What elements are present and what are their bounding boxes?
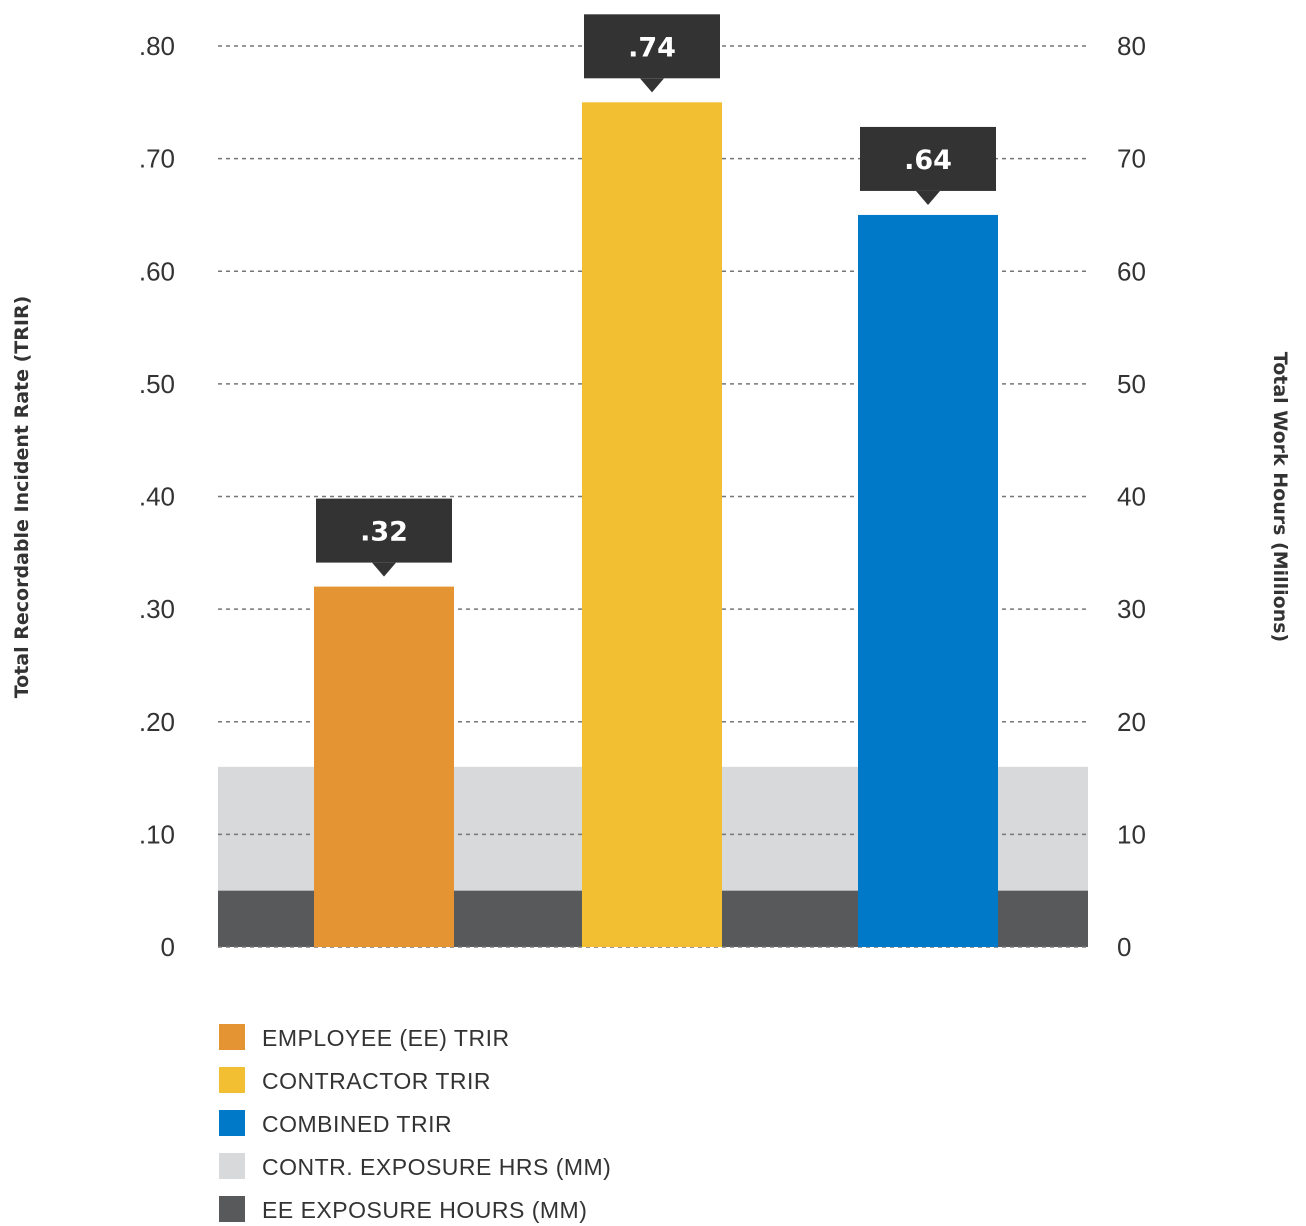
bar — [858, 214, 998, 947]
right-axis-title: Total Work Hours (Millions) — [1269, 352, 1291, 642]
legend-label: EMPLOYEE (EE) TRIR — [262, 1025, 510, 1051]
right-tick-label: 40 — [1117, 482, 1146, 512]
legend: EMPLOYEE (EE) TRIR CONTRACTOR TRIR COMBINE… — [219, 1024, 611, 1223]
legend-item: CONTR. EXPOSURE HRS (MM) — [219, 1153, 611, 1180]
callout-box — [316, 498, 452, 563]
value-callout: .64 — [860, 126, 996, 205]
callout-pointer — [372, 562, 396, 577]
left-tick-label: .50 — [139, 369, 175, 399]
legend-swatch — [219, 1196, 245, 1222]
right-tick-label: 60 — [1117, 256, 1146, 286]
data-label: .74 — [628, 32, 676, 63]
legend-swatch — [219, 1067, 245, 1093]
left-axis-ticks: 0 .10 .20 .30 .40 .50 .60 .70 .80 — [139, 31, 175, 962]
right-tick-label: 70 — [1117, 144, 1146, 174]
right-tick-label: 30 — [1117, 594, 1146, 624]
bar — [314, 586, 454, 947]
left-tick-label: .40 — [139, 482, 175, 512]
legend-label: CONTR. EXPOSURE HRS (MM) — [262, 1154, 611, 1180]
callout-box — [860, 126, 996, 191]
value-callouts: .32 .74 .64 — [316, 14, 996, 577]
left-tick-label: .60 — [139, 256, 175, 286]
bars — [314, 102, 998, 947]
callout-box — [584, 14, 720, 79]
legend-label: EE EXPOSURE HOURS (MM) — [262, 1197, 587, 1223]
callout-pointer — [916, 190, 940, 205]
bar — [582, 102, 722, 947]
value-callout: .32 — [316, 498, 452, 577]
left-tick-label: .20 — [139, 707, 175, 737]
left-tick-label: .10 — [139, 819, 175, 849]
right-tick-label: 0 — [1117, 932, 1131, 962]
value-callout: .74 — [584, 14, 720, 93]
legend-label: COMBINED TRIR — [262, 1111, 452, 1137]
legend-label: CONTRACTOR TRIR — [262, 1068, 491, 1094]
right-tick-label: 20 — [1117, 707, 1146, 737]
left-tick-label: .70 — [139, 144, 175, 174]
left-tick-label: .30 — [139, 594, 175, 624]
left-tick-label: .80 — [139, 31, 175, 61]
data-label: .64 — [904, 145, 952, 176]
right-axis-ticks: 0 10 20 30 40 50 60 70 80 — [1117, 31, 1146, 962]
legend-swatch — [219, 1110, 245, 1136]
right-tick-label: 80 — [1117, 31, 1146, 61]
legend-item: CONTRACTOR TRIR — [219, 1067, 491, 1094]
legend-item: EMPLOYEE (EE) TRIR — [219, 1024, 510, 1051]
right-tick-label: 50 — [1117, 369, 1146, 399]
legend-item: EE EXPOSURE HOURS (MM) — [219, 1196, 587, 1223]
left-axis-title: Total Recordable Incident Rate (TRIR) — [11, 296, 33, 699]
right-tick-label: 10 — [1117, 819, 1146, 849]
left-tick-label: 0 — [161, 932, 175, 962]
legend-swatch — [219, 1024, 245, 1050]
data-label: .32 — [360, 517, 408, 548]
legend-swatch — [219, 1153, 245, 1179]
legend-item: COMBINED TRIR — [219, 1110, 452, 1137]
callout-pointer — [640, 78, 664, 93]
